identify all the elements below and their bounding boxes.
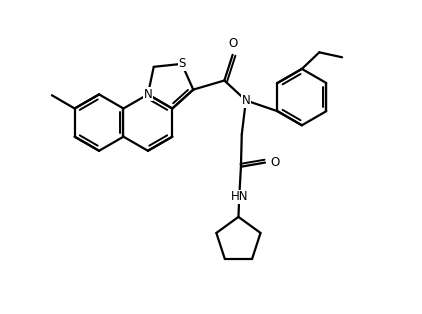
Text: HN: HN [230,190,248,203]
Text: N: N [143,88,152,101]
Text: O: O [270,156,279,169]
Text: N: N [241,94,250,107]
Text: S: S [178,57,186,70]
Text: O: O [229,37,238,50]
Text: N: N [143,88,152,101]
Text: N: N [241,94,250,107]
Text: S: S [178,57,186,70]
Text: HN: HN [230,190,248,203]
Text: O: O [270,156,279,169]
Text: O: O [229,37,238,50]
